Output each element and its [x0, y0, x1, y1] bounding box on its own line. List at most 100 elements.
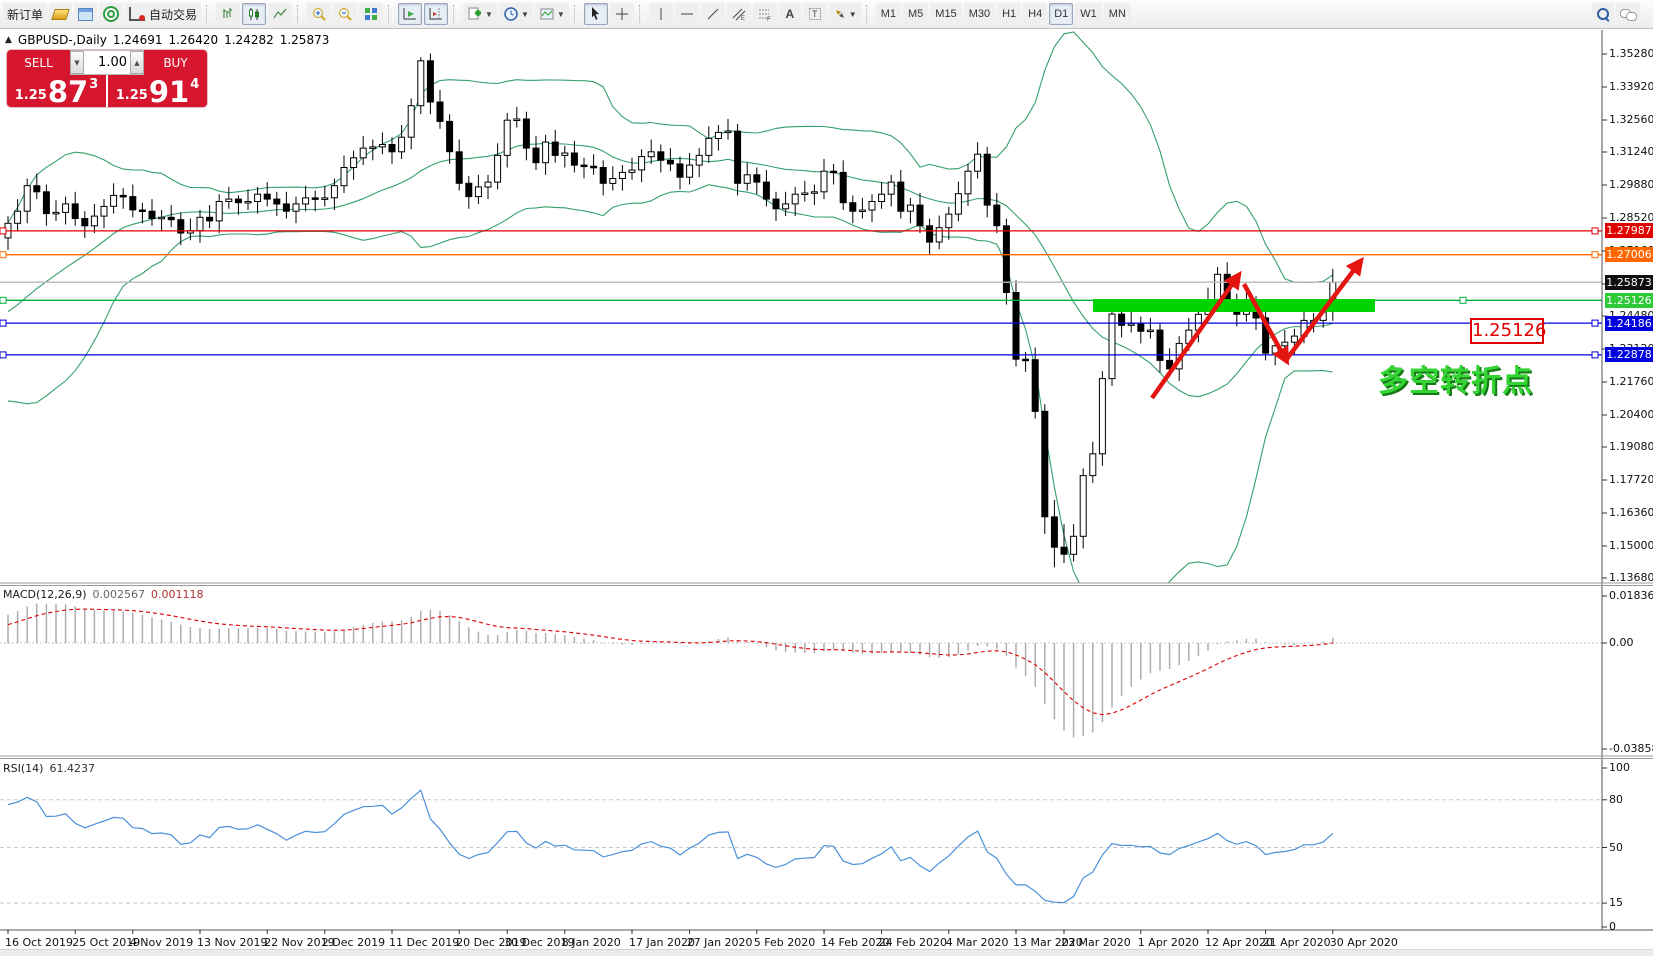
- y-axis-tick: 0: [1609, 920, 1616, 933]
- x-axis-tick: 5 Feb 2020: [753, 936, 816, 949]
- y-axis-tick: 100: [1609, 761, 1630, 774]
- new-order-button[interactable]: 新订单: [3, 3, 48, 25]
- navigator-button[interactable]: [99, 3, 124, 25]
- gold-bar-icon: [51, 8, 70, 20]
- text-button[interactable]: A: [778, 3, 801, 25]
- periods-button[interactable]: ▼: [498, 3, 533, 25]
- bar-chart-button[interactable]: [216, 3, 241, 25]
- trendline-button[interactable]: [700, 3, 725, 25]
- buy-button[interactable]: BUY: [144, 50, 207, 75]
- timeframe-button-D1[interactable]: D1: [1049, 3, 1074, 25]
- auto-scroll-button[interactable]: [398, 3, 423, 25]
- x-axis-tick: 21 Apr 2020: [1262, 936, 1331, 949]
- vertical-line-button[interactable]: [648, 3, 673, 25]
- x-axis-tick: 23 Mar 2020: [1061, 936, 1131, 949]
- chart-profile-button[interactable]: [74, 3, 98, 25]
- line-chart-button[interactable]: [268, 3, 293, 25]
- price-tag-object[interactable]: 1.25126: [1470, 318, 1546, 344]
- timeframe-button-W1[interactable]: W1: [1075, 3, 1102, 25]
- timeframe-button-H1[interactable]: H1: [997, 3, 1022, 25]
- candlestick-chart-button[interactable]: [242, 3, 267, 25]
- toolbar-separator: [573, 5, 579, 23]
- volume-input[interactable]: [84, 51, 130, 74]
- y-axis-tick: 1.32560: [1609, 112, 1653, 126]
- rsi-indicator-label: RSI(14) 61.4237: [3, 762, 95, 775]
- y-axis-tick: 1.21760: [1609, 374, 1653, 388]
- add-indicator-button[interactable]: ▼: [463, 3, 497, 25]
- rsi-name: RSI(14): [3, 762, 44, 775]
- trend-arrows-object[interactable]: [1150, 256, 1364, 400]
- profile-icon: [78, 7, 94, 21]
- timeframe-button-M1[interactable]: M1: [875, 3, 901, 25]
- arrows-button[interactable]: ▼: [828, 3, 861, 25]
- y-axis-tick: 1.35280: [1609, 47, 1653, 60]
- autotrade-button[interactable]: 自动交易: [125, 3, 202, 25]
- x-axis-tick: 16 Oct 2019: [5, 936, 74, 949]
- chat-icon: [1620, 8, 1637, 21]
- fibonacci-icon: F: [758, 9, 771, 22]
- buy-price[interactable]: 1.25 91 4: [108, 75, 207, 107]
- templates-button[interactable]: ▼: [534, 3, 569, 25]
- toolbar: 新订单 自动交易 ▼ ▼ ▼ E F A T ▼ M: [0, 0, 1653, 29]
- toolbar-separator: [297, 5, 303, 23]
- timeframe-button-M5[interactable]: M5: [903, 3, 929, 25]
- x-axis-tick: 17 Jan 2020: [629, 936, 695, 949]
- chevron-down-icon: ▼: [485, 9, 493, 19]
- x-axis-tick: 22 Nov 2019: [264, 936, 335, 949]
- crosshair-button[interactable]: [609, 3, 634, 25]
- timeframe-button-H4[interactable]: H4: [1023, 3, 1048, 25]
- collapse-panel-icon[interactable]: ▲: [5, 35, 12, 45]
- horizontal-line-icon: [680, 13, 693, 15]
- toolbar-separator: [865, 5, 871, 23]
- rsi-line: [7, 789, 1334, 904]
- pane-frames: [0, 30, 1653, 934]
- gold-icon[interactable]: [49, 3, 73, 25]
- level-lines[interactable]: [0, 227, 1602, 359]
- equidistant-channel-button[interactable]: E: [726, 3, 751, 25]
- channel-icon: E: [732, 8, 746, 22]
- status-strip: [0, 949, 1653, 956]
- annotation-note[interactable]: 多空转折点: [1378, 364, 1533, 399]
- one-click-trading-panel: SELL ▼ ▲ BUY 1.25 87 3 1.25 91 4: [7, 50, 207, 107]
- x-axis-tick: 24 Feb 2020: [878, 936, 948, 949]
- vertical-line-icon: [660, 8, 662, 20]
- text-label-button[interactable]: T: [802, 3, 827, 25]
- price-badge: 1.22878: [1605, 347, 1653, 363]
- add-indicator-icon: [468, 7, 482, 20]
- volume-increase-button[interactable]: ▲: [130, 51, 144, 74]
- zoom-in-button[interactable]: [307, 3, 332, 25]
- horizontal-line-button[interactable]: [674, 3, 699, 25]
- sell-price-prefix: 1.25: [14, 88, 47, 103]
- auto-scroll-icon: [403, 8, 417, 20]
- bollinger-bands: [7, 31, 1334, 583]
- tile-windows-button[interactable]: [359, 3, 384, 25]
- main-pane: [0, 31, 1602, 583]
- zoom-out-button[interactable]: [333, 3, 358, 25]
- y-axis-tick: 1.16360: [1609, 505, 1653, 519]
- support-zone-object[interactable]: [1093, 299, 1375, 312]
- fibonacci-button[interactable]: F: [752, 3, 777, 25]
- volume-decrease-button[interactable]: ▼: [70, 51, 84, 74]
- y-axis-tick: 1.19080: [1609, 440, 1653, 453]
- timeframe-button-MN[interactable]: MN: [1103, 3, 1131, 25]
- navigator-icon: [103, 6, 120, 22]
- y-axis-tick: 1.31240: [1609, 145, 1653, 158]
- macd-pane: [0, 603, 1602, 738]
- chart-shift-button[interactable]: [424, 3, 449, 25]
- sell-button[interactable]: SELL: [7, 50, 70, 75]
- timeframe-button-M30[interactable]: M30: [963, 3, 996, 25]
- macd-signal-line: [7, 608, 1333, 716]
- search-button[interactable]: [1592, 3, 1614, 25]
- x-axis-tick: 12 Apr 2020: [1205, 936, 1274, 949]
- macd-indicator-label: MACD(12,26,9) 0.002567 0.001118: [3, 588, 204, 601]
- chat-button[interactable]: [1616, 3, 1640, 25]
- x-axis-tick: 11 Dec 2019: [389, 936, 460, 949]
- chart-title: ▲ GBPUSD-,Daily 1.24691 1.26420 1.24282 1.2…: [5, 33, 335, 47]
- timeframe-button-M15[interactable]: M15: [930, 3, 962, 25]
- sell-price[interactable]: 1.25 87 3: [7, 75, 108, 107]
- cursor-button[interactable]: [583, 3, 608, 25]
- y-axis-tick: 0.018369: [1609, 589, 1653, 602]
- chart-canvas[interactable]: ▲ GBPUSD-,Daily 1.24691 1.26420 1.24282 1.2…: [0, 29, 1653, 956]
- price-badge: 1.27987: [1605, 223, 1653, 239]
